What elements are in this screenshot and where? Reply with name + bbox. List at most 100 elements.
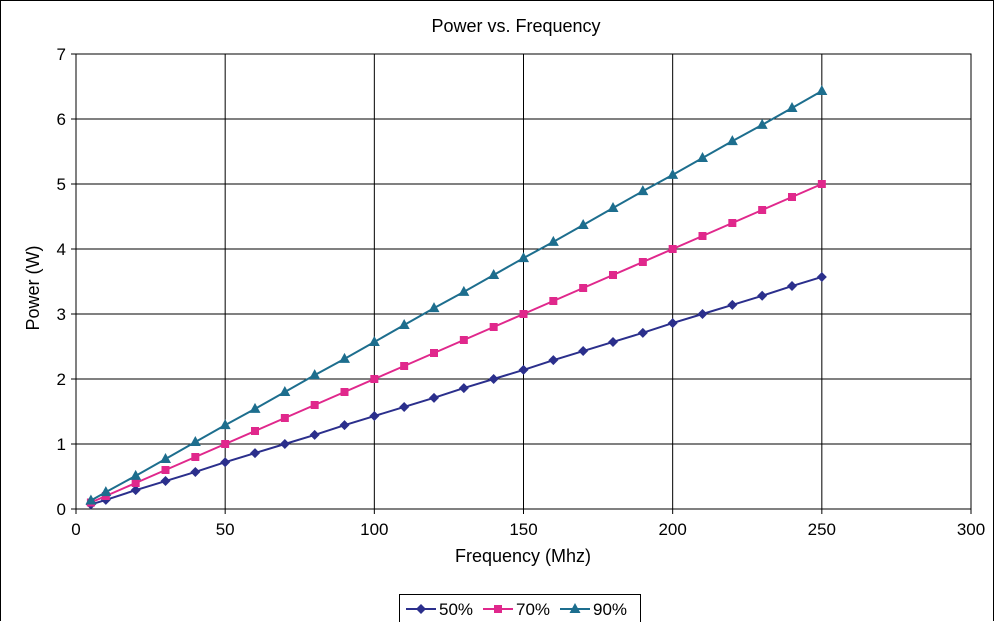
series-group [85, 85, 828, 510]
x-tick-label: 200 [658, 520, 686, 539]
grid [75, 53, 972, 510]
data-point [637, 185, 649, 196]
data-point [131, 479, 140, 487]
series-line [90, 183, 823, 504]
data-point [697, 152, 708, 162]
series-2 [85, 85, 828, 505]
data-point [339, 420, 350, 431]
data-point [547, 235, 559, 246]
x-tick-label: 300 [957, 520, 985, 539]
data-point [429, 392, 439, 403]
data-point [519, 310, 528, 318]
legend-label: 90% [593, 600, 627, 619]
y-tick-label: 4 [57, 240, 66, 259]
data-point [787, 281, 797, 292]
data-point [399, 401, 410, 412]
data-point [400, 362, 409, 370]
data-point [160, 476, 171, 487]
data-point [518, 364, 529, 375]
data-point [637, 327, 648, 338]
data-point [489, 323, 498, 331]
data-point [309, 429, 320, 440]
data-point [667, 318, 678, 329]
data-point [758, 206, 767, 214]
data-point [309, 369, 321, 380]
legend-svg: 50% 70% 90% [406, 600, 627, 619]
legend-label: 50% [439, 600, 473, 619]
data-point [638, 258, 647, 266]
data-point [727, 299, 738, 310]
y-tick-label: 5 [57, 175, 66, 194]
data-point [100, 486, 112, 497]
data-point [786, 101, 798, 112]
data-point [398, 319, 410, 330]
x-tick-label: 150 [509, 520, 537, 539]
legend-marker [569, 603, 581, 613]
data-point [279, 386, 291, 396]
data-point [428, 302, 440, 313]
legend-item: 70% [483, 600, 550, 619]
y-axis-label: Power (W) [23, 246, 43, 331]
series-line [90, 90, 823, 502]
data-point [160, 452, 171, 463]
data-point [488, 374, 499, 384]
x-tick-label: 250 [808, 520, 836, 539]
legend-item: 90% [560, 600, 627, 619]
data-point [488, 269, 500, 279]
data-point [518, 252, 529, 263]
y-tick-label: 7 [57, 45, 66, 64]
legend-marker [494, 605, 502, 613]
data-point [697, 309, 708, 319]
data-point [757, 290, 768, 301]
data-point [816, 271, 827, 282]
y-tick-label: 0 [57, 500, 66, 519]
data-point [817, 180, 826, 188]
data-point [280, 414, 289, 422]
data-point [726, 135, 738, 146]
data-point [756, 118, 768, 129]
data-point [189, 436, 201, 447]
series-line [90, 275, 823, 506]
y-tick-label: 2 [57, 370, 66, 389]
data-point [549, 297, 558, 305]
y-tick-label: 6 [57, 110, 66, 129]
axis-ticks: 0 1 2 3 4 5 6 7 0 50 100 150 200 250 300 [57, 45, 986, 539]
data-point [548, 355, 559, 366]
series-1 [86, 180, 826, 507]
data-point [728, 219, 737, 227]
chart-title: Power vs. Frequency [431, 16, 600, 36]
data-point [310, 401, 319, 409]
y-tick-label: 3 [57, 305, 66, 324]
legend-label: 70% [516, 600, 550, 619]
data-point [458, 383, 469, 394]
data-point [578, 346, 589, 357]
data-point [130, 469, 142, 480]
data-point [668, 245, 677, 253]
data-point [340, 388, 349, 396]
x-tick-label: 50 [216, 520, 235, 539]
data-point [609, 271, 617, 279]
x-axis-label: Frequency (Mhz) [455, 546, 591, 566]
data-point [279, 439, 290, 449]
data-point [459, 336, 468, 344]
data-point [816, 85, 828, 96]
x-tick-label: 100 [360, 520, 388, 539]
data-point [608, 336, 618, 347]
data-point [370, 375, 379, 383]
data-point [191, 453, 200, 461]
data-point [430, 349, 438, 357]
data-point [339, 352, 350, 363]
data-point [219, 419, 231, 430]
data-point [221, 440, 230, 448]
data-point [85, 494, 97, 505]
data-point [251, 427, 259, 435]
data-point [250, 448, 260, 459]
data-point [369, 411, 380, 422]
data-point [190, 466, 201, 477]
data-point [368, 335, 380, 346]
y-tick-label: 1 [57, 435, 66, 454]
legend: 50% 70% 90% [399, 594, 641, 622]
data-point [249, 402, 261, 413]
